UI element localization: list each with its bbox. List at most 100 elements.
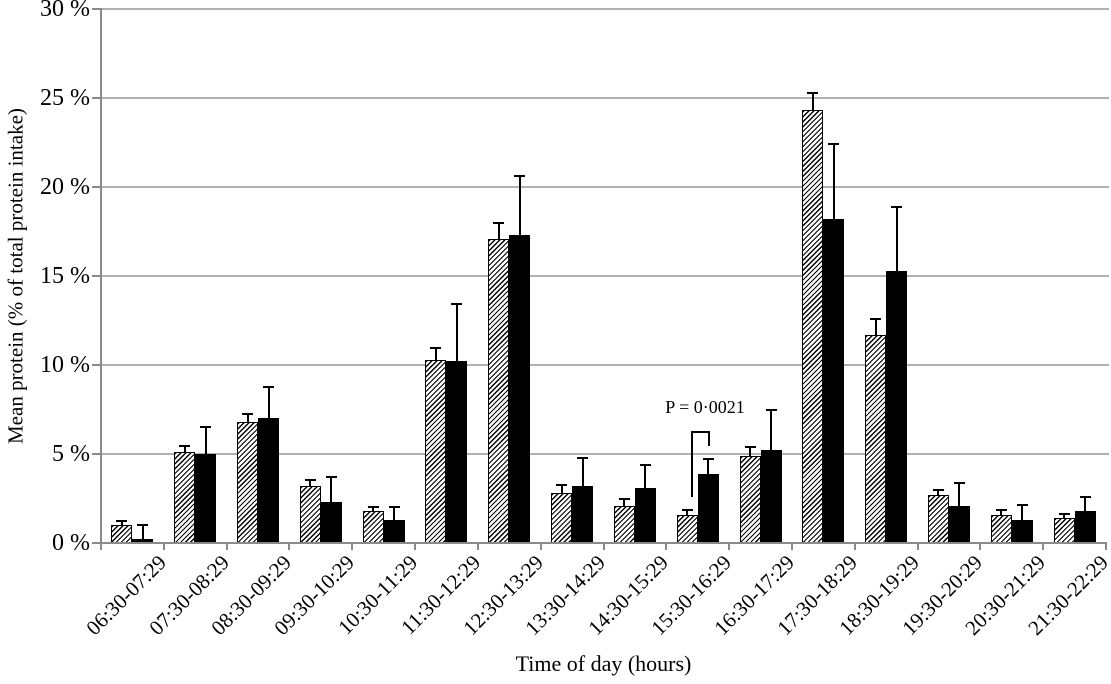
gridline xyxy=(101,97,1109,99)
error-bar-line xyxy=(770,409,773,451)
bar-solid xyxy=(886,270,908,543)
bar-solid xyxy=(948,505,970,543)
error-bar-cap xyxy=(556,484,568,487)
bar-solid xyxy=(823,219,845,543)
x-tick xyxy=(288,543,291,550)
gridline xyxy=(101,364,1109,366)
error-bar-line xyxy=(497,223,500,239)
error-bar-cap xyxy=(618,497,630,500)
error-bar-cap xyxy=(891,205,903,208)
error-bar-line xyxy=(707,459,710,474)
bar-hatched xyxy=(111,525,133,543)
error-bar-line xyxy=(183,445,186,453)
error-bar-line xyxy=(267,387,270,419)
y-axis-line xyxy=(100,8,102,544)
bar-solid xyxy=(697,473,719,543)
y-tick xyxy=(92,364,100,366)
error-bar-line xyxy=(560,485,563,494)
bar-hatched xyxy=(488,238,510,543)
x-tick xyxy=(979,543,982,550)
x-tick xyxy=(790,543,793,550)
error-bar-cap xyxy=(137,524,149,527)
x-tick xyxy=(351,543,354,550)
x-tick xyxy=(539,543,542,550)
error-bar-cap xyxy=(325,476,337,479)
error-bar-cap xyxy=(388,506,400,509)
bar-solid xyxy=(509,235,531,543)
gridline xyxy=(101,275,1109,277)
gridline xyxy=(101,453,1109,455)
error-bar-line xyxy=(1084,496,1087,511)
error-bar-line xyxy=(895,206,898,271)
gridline xyxy=(101,186,1109,188)
bar-solid xyxy=(446,361,468,543)
bar-solid xyxy=(1011,519,1033,543)
error-bar-line xyxy=(749,446,752,456)
y-tick xyxy=(92,542,100,544)
error-bar-cap xyxy=(577,456,589,459)
significance-annotation: P = 0·0021 xyxy=(665,397,745,417)
x-tick xyxy=(476,543,479,550)
y-tick-label: 5 % xyxy=(52,441,90,467)
error-bar-cap xyxy=(870,317,882,320)
error-bar-cap xyxy=(765,408,777,411)
bar-solid xyxy=(195,454,217,543)
bar-hatched xyxy=(299,486,321,543)
error-bar-cap xyxy=(681,509,693,512)
error-bar-cap xyxy=(1016,503,1028,506)
error-bar-cap xyxy=(430,347,442,350)
error-bar-line xyxy=(309,479,312,487)
error-bar-line xyxy=(874,318,877,335)
error-bar-line xyxy=(1000,510,1003,515)
error-bar-cap xyxy=(451,303,463,306)
x-tick xyxy=(225,543,228,550)
error-bar-cap xyxy=(702,458,714,461)
error-bar-cap xyxy=(493,222,505,225)
bar-solid xyxy=(258,418,280,543)
x-tick xyxy=(1042,543,1045,550)
bar-hatched xyxy=(551,493,573,543)
error-bar-line xyxy=(1021,504,1024,520)
error-bar-cap xyxy=(932,488,944,491)
error-bar-line xyxy=(686,510,689,515)
bar-hatched xyxy=(927,494,949,543)
error-bar-line xyxy=(372,506,375,511)
x-tick xyxy=(916,543,919,550)
error-bar-line xyxy=(455,304,458,362)
y-tick xyxy=(92,8,100,10)
error-bar-line xyxy=(434,348,437,360)
error-bar-line xyxy=(204,427,207,454)
x-axis-title: Time of day (hours) xyxy=(515,651,692,676)
error-bar-cap xyxy=(242,412,254,415)
error-bar-cap xyxy=(744,445,756,448)
bar-hatched xyxy=(425,359,447,543)
error-bar-cap xyxy=(1079,495,1091,498)
bar-hatched xyxy=(676,514,698,543)
bar-hatched xyxy=(865,334,887,543)
significance-bracket-left xyxy=(691,431,693,497)
x-tick xyxy=(414,543,417,550)
bar-hatched xyxy=(362,510,384,543)
error-bar-cap xyxy=(116,519,128,522)
bar-solid xyxy=(634,487,656,543)
error-bar-line xyxy=(581,457,584,487)
error-bar-line xyxy=(120,520,123,526)
error-bar-cap xyxy=(639,463,651,466)
bar-solid xyxy=(760,450,782,543)
bar-hatched xyxy=(802,110,824,543)
significance-bracket-top xyxy=(691,431,710,433)
error-bar-line xyxy=(644,464,647,488)
y-tick xyxy=(92,186,100,188)
error-bar-line xyxy=(832,144,835,220)
gridline xyxy=(101,8,1109,10)
x-tick xyxy=(665,543,668,550)
y-tick-label: 25 % xyxy=(40,85,90,111)
bar-hatched xyxy=(1053,518,1075,543)
y-tick xyxy=(92,275,100,277)
error-bar-cap xyxy=(514,175,526,178)
error-bar-line xyxy=(811,92,814,111)
x-tick xyxy=(728,543,731,550)
error-bar-cap xyxy=(807,91,819,94)
bar-solid xyxy=(572,486,594,543)
